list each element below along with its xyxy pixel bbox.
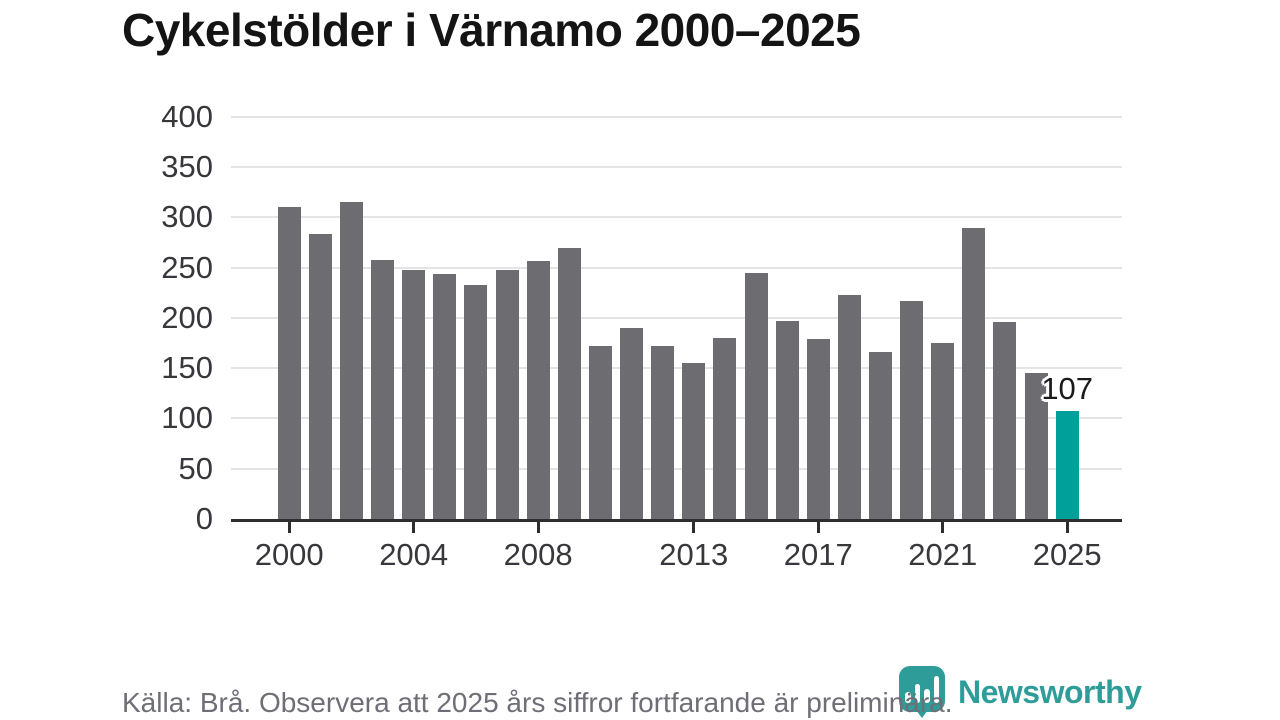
bar-2002	[339, 202, 363, 519]
gridline-150	[231, 367, 1122, 370]
x-axis-line	[231, 518, 1122, 522]
bar-2005	[433, 273, 457, 519]
x-axis-label-2025: 2025	[1032, 537, 1102, 572]
bar-2012	[651, 346, 675, 519]
bar-2020	[900, 300, 924, 519]
x-axis-label-2004: 2004	[379, 537, 449, 572]
y-axis-label-0: 0	[195, 501, 213, 536]
bar-2001	[308, 234, 332, 519]
bar-2024	[1024, 373, 1048, 519]
chart-title: Cykelstölder i Värnamo 2000–2025	[122, 4, 861, 56]
x-axis-label-2021: 2021	[908, 537, 978, 572]
bar-2008	[526, 260, 550, 519]
bar-2022	[962, 228, 986, 519]
bar-2025	[1055, 411, 1079, 519]
logo-bar-3	[924, 689, 930, 703]
x-axis-label-2017: 2017	[783, 537, 853, 572]
bar-2003	[371, 259, 395, 519]
logo-bar-2	[914, 684, 920, 703]
x-tick-2004	[412, 519, 416, 533]
y-axis-label-300: 300	[161, 199, 213, 235]
bar-2019	[868, 352, 892, 519]
y-axis-label-400: 400	[161, 98, 213, 134]
x-tick-2013	[692, 519, 696, 533]
bar-2011	[620, 327, 644, 519]
bar-2018	[837, 294, 861, 519]
y-axis-label-250: 250	[161, 249, 213, 285]
logo-bar-1	[905, 692, 911, 703]
bar-2013	[682, 363, 706, 519]
gridline-200	[231, 316, 1122, 319]
bar-2015	[744, 272, 768, 519]
newsworthy-pin-barchart-icon	[899, 666, 945, 718]
bar-2007	[495, 269, 519, 519]
bar-2014	[713, 337, 737, 519]
pin-tip	[913, 706, 931, 718]
x-tick-2017	[816, 519, 820, 533]
gridline-400	[231, 115, 1122, 118]
bar-2016	[775, 320, 799, 519]
gridline-50	[231, 467, 1122, 470]
bar-2009	[557, 248, 581, 519]
newsworthy-wordmark: Newsworthy	[958, 674, 1142, 710]
y-axis-label-200: 200	[161, 299, 213, 335]
x-tick-2021	[941, 519, 945, 533]
logo-bar-4	[933, 676, 939, 703]
x-tick-2000	[287, 519, 291, 533]
gridline-350	[231, 165, 1122, 168]
x-axis-label-2000: 2000	[254, 537, 324, 572]
bar-2000	[277, 207, 301, 519]
bar-2023	[993, 321, 1017, 519]
bar-2010	[588, 346, 612, 519]
gridline-250	[231, 266, 1122, 269]
bar-2017	[806, 338, 830, 519]
bar-2006	[464, 284, 488, 519]
bar-2004	[402, 269, 426, 519]
gridline-100	[231, 417, 1122, 420]
x-axis-label-2008: 2008	[503, 537, 573, 572]
highlight-value-label: 107	[1041, 371, 1094, 406]
bar-2021	[931, 342, 955, 519]
y-axis-label-100: 100	[161, 400, 213, 436]
y-axis-label-150: 150	[161, 350, 213, 386]
x-tick-2025	[1065, 519, 1069, 533]
y-axis-label-50: 50	[178, 450, 213, 486]
y-axis-label-350: 350	[161, 148, 213, 184]
source-note: Källa: Brå. Observera att 2025 års siffr…	[122, 687, 953, 718]
gridline-300	[231, 216, 1122, 219]
x-axis-label-2013: 2013	[659, 537, 729, 572]
x-tick-2008	[536, 519, 540, 533]
